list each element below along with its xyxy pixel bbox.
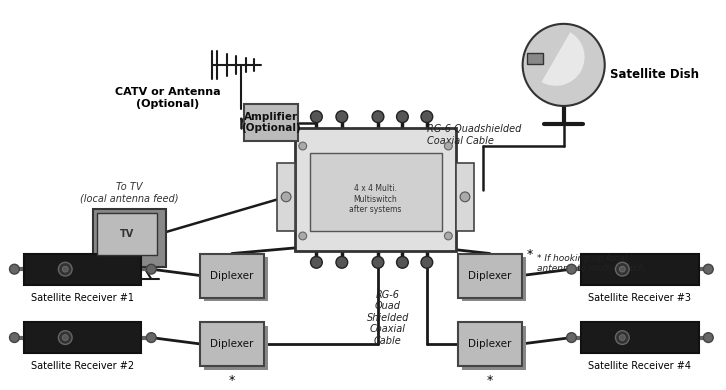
Text: *: * bbox=[486, 374, 493, 387]
Circle shape bbox=[299, 142, 306, 150]
Text: Diplexer: Diplexer bbox=[211, 271, 253, 280]
Circle shape bbox=[147, 333, 156, 342]
Circle shape bbox=[336, 257, 348, 268]
Circle shape bbox=[396, 257, 408, 268]
FancyBboxPatch shape bbox=[462, 326, 526, 370]
Text: Satellite Receiver #2: Satellite Receiver #2 bbox=[31, 361, 134, 371]
Circle shape bbox=[9, 264, 20, 274]
Circle shape bbox=[147, 264, 156, 274]
Wedge shape bbox=[542, 32, 584, 86]
Text: RG-6
Quad
Shielded
Coaxial
Cable: RG-6 Quad Shielded Coaxial Cable bbox=[367, 290, 409, 346]
FancyBboxPatch shape bbox=[582, 254, 698, 285]
Circle shape bbox=[311, 111, 322, 122]
FancyBboxPatch shape bbox=[295, 128, 456, 251]
Circle shape bbox=[444, 142, 452, 150]
FancyBboxPatch shape bbox=[200, 254, 264, 298]
Text: Satellite Dish: Satellite Dish bbox=[610, 68, 698, 81]
Circle shape bbox=[444, 232, 452, 240]
FancyBboxPatch shape bbox=[456, 163, 474, 231]
Circle shape bbox=[566, 264, 576, 274]
Text: * If hooking up local
antenna to multi-switch: * If hooking up local antenna to multi-s… bbox=[537, 254, 645, 273]
Text: 4 x 4 Multi.
Multiswitch
after systems: 4 x 4 Multi. Multiswitch after systems bbox=[349, 184, 401, 214]
Wedge shape bbox=[523, 24, 605, 106]
Circle shape bbox=[281, 192, 291, 202]
Text: TV: TV bbox=[121, 229, 134, 239]
Text: Satellite Receiver #3: Satellite Receiver #3 bbox=[588, 292, 691, 303]
Text: CATV or Antenna
(Optional): CATV or Antenna (Optional) bbox=[115, 87, 221, 109]
FancyBboxPatch shape bbox=[24, 322, 142, 353]
FancyBboxPatch shape bbox=[458, 322, 522, 366]
Circle shape bbox=[9, 333, 20, 342]
Text: To TV
(local antenna feed): To TV (local antenna feed) bbox=[80, 182, 179, 204]
Circle shape bbox=[336, 111, 348, 122]
FancyBboxPatch shape bbox=[244, 104, 298, 141]
Circle shape bbox=[372, 257, 384, 268]
Circle shape bbox=[62, 335, 68, 340]
Circle shape bbox=[396, 111, 408, 122]
Circle shape bbox=[299, 232, 306, 240]
Text: Diplexer: Diplexer bbox=[468, 339, 512, 349]
Text: Satellite Receiver #1: Satellite Receiver #1 bbox=[31, 292, 134, 303]
Circle shape bbox=[62, 266, 68, 272]
Circle shape bbox=[619, 266, 625, 272]
Circle shape bbox=[58, 262, 72, 276]
Circle shape bbox=[616, 262, 629, 276]
Circle shape bbox=[421, 111, 433, 122]
FancyBboxPatch shape bbox=[462, 257, 526, 301]
Text: Diplexer: Diplexer bbox=[468, 271, 512, 280]
FancyBboxPatch shape bbox=[24, 254, 142, 285]
FancyBboxPatch shape bbox=[527, 53, 543, 64]
FancyBboxPatch shape bbox=[309, 153, 441, 231]
Text: *: * bbox=[229, 374, 235, 387]
Text: Amplifier
(Optional): Amplifier (Optional) bbox=[241, 112, 301, 133]
FancyBboxPatch shape bbox=[204, 326, 268, 370]
Circle shape bbox=[703, 264, 713, 274]
Text: *: * bbox=[526, 248, 533, 261]
FancyBboxPatch shape bbox=[93, 209, 166, 267]
FancyBboxPatch shape bbox=[458, 254, 522, 298]
Circle shape bbox=[311, 257, 322, 268]
Text: Satellite Receiver #4: Satellite Receiver #4 bbox=[588, 361, 691, 371]
Text: Diplexer: Diplexer bbox=[211, 339, 253, 349]
Circle shape bbox=[58, 331, 72, 344]
Circle shape bbox=[460, 192, 470, 202]
Circle shape bbox=[703, 333, 713, 342]
FancyBboxPatch shape bbox=[204, 257, 268, 301]
Circle shape bbox=[372, 111, 384, 122]
FancyBboxPatch shape bbox=[200, 322, 264, 366]
FancyBboxPatch shape bbox=[277, 163, 295, 231]
Text: RG-6 Quadshielded
Coaxial Cable: RG-6 Quadshielded Coaxial Cable bbox=[427, 124, 521, 146]
Circle shape bbox=[616, 331, 629, 344]
FancyBboxPatch shape bbox=[97, 213, 157, 255]
Circle shape bbox=[619, 335, 625, 340]
Circle shape bbox=[421, 257, 433, 268]
FancyBboxPatch shape bbox=[582, 322, 698, 353]
Circle shape bbox=[566, 333, 576, 342]
